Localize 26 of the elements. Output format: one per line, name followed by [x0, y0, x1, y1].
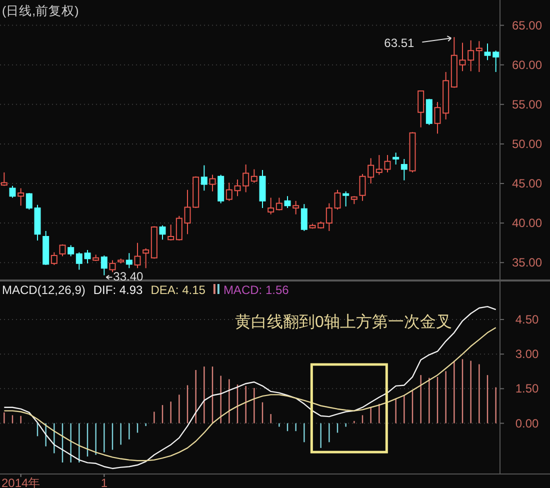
candlestick [18, 188, 24, 206]
annotation: 黄白线翻到0轴上方第一次金叉 [235, 313, 452, 331]
y-tick-label: 50.00 [512, 136, 542, 151]
x-tick-label: 1 [100, 476, 108, 488]
line-series [4, 306, 496, 470]
annotation: 33.40 [113, 269, 144, 284]
candlestick [392, 152, 400, 166]
y-tick-label: 3.00 [515, 347, 539, 362]
text: DIF: 4.93 [93, 283, 144, 297]
y-tick-label: 4.50 [515, 312, 539, 327]
y-tick-label: 60.00 [512, 58, 542, 72]
legend-title: MACD(12,26,9) [2, 283, 86, 297]
y-tick-label: 65.00 [512, 18, 542, 32]
legend-label: MACD: 1.56 [223, 283, 290, 297]
y-tick-label: 45.00 [512, 176, 542, 191]
y-tick-label: 35.00 [512, 256, 542, 270]
candlestick [400, 158, 408, 181]
y-tick-label: 0.00 [515, 416, 539, 430]
candlestick [476, 40, 482, 72]
y-tick-label: 40.00 [512, 216, 542, 230]
y-tick-label: 1.50 [515, 382, 539, 396]
y-tick-label: 55.00 [512, 97, 542, 112]
annotation: 63.51 [384, 36, 415, 50]
chart-title: (日线,前复权) [2, 4, 79, 18]
candlestick [259, 170, 266, 209]
text: DEA: 4.15 [150, 283, 206, 297]
